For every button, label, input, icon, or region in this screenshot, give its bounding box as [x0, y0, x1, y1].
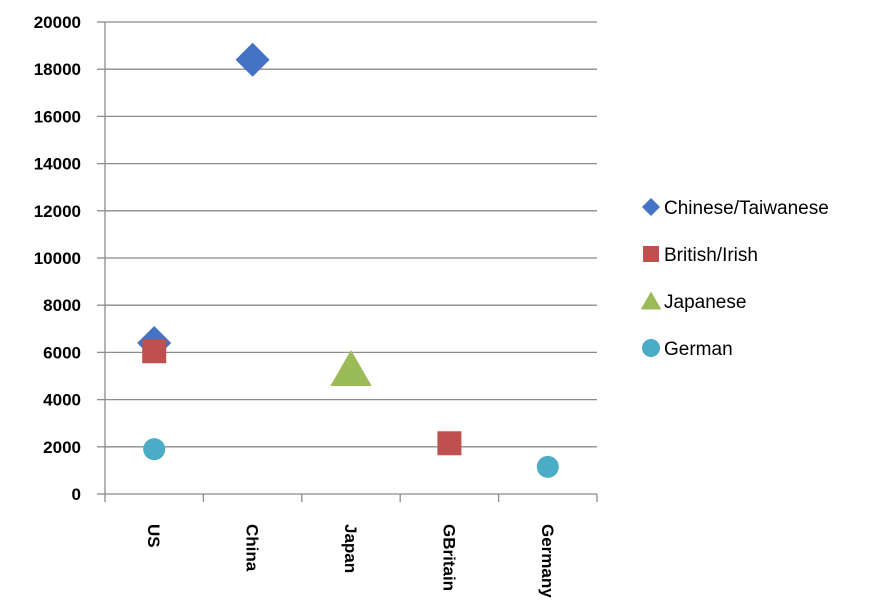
- data-point: [536, 455, 559, 478]
- data-points: [137, 42, 559, 478]
- y-tick-label: 18000: [34, 60, 81, 79]
- legend-marker: [642, 198, 660, 216]
- y-tick-label: 6000: [43, 343, 81, 362]
- y-tick-labels: 0 2000 4000 6000 8000 10000 12000 14000 16000 180…: [34, 13, 81, 504]
- y-tick-label: 20000: [34, 13, 81, 32]
- y-tick-label: 10000: [34, 249, 81, 268]
- x-tick-label: GBritain: [439, 524, 458, 591]
- y-tick-label: 14000: [34, 155, 81, 174]
- legend-label: Japanese: [664, 292, 746, 313]
- legend-marker: [640, 291, 662, 310]
- legend-label: Chinese/Taiwanese: [664, 198, 829, 219]
- x-tick-label: Germany: [538, 524, 557, 598]
- legend: Chinese/Taiwanese British/Irish Japanese Ge…: [640, 198, 829, 360]
- legend-marker: [643, 246, 659, 262]
- data-point: [437, 431, 462, 456]
- y-tick-label: 4000: [43, 391, 81, 410]
- y-tick-label: 0: [72, 485, 81, 504]
- axes: [97, 21, 598, 502]
- x-tick-label: China: [243, 524, 262, 572]
- legend-marker: [642, 339, 660, 357]
- gridlines: [105, 21, 597, 448]
- y-tick-label: 2000: [43, 438, 81, 457]
- y-tick-label: 12000: [34, 202, 81, 221]
- data-point: [235, 42, 270, 77]
- legend-label: British/Irish: [664, 245, 758, 266]
- x-tick-label: Japan: [341, 524, 360, 573]
- data-point: [142, 339, 167, 364]
- data-point: [330, 350, 372, 387]
- data-point: [143, 438, 166, 461]
- y-tick-label: 16000: [34, 107, 81, 126]
- y-tick-label: 8000: [43, 296, 81, 315]
- x-tick-label: US: [144, 524, 163, 548]
- legend-label: German: [664, 339, 733, 360]
- x-tick-labels: US China Japan GBritain Germany: [144, 524, 557, 598]
